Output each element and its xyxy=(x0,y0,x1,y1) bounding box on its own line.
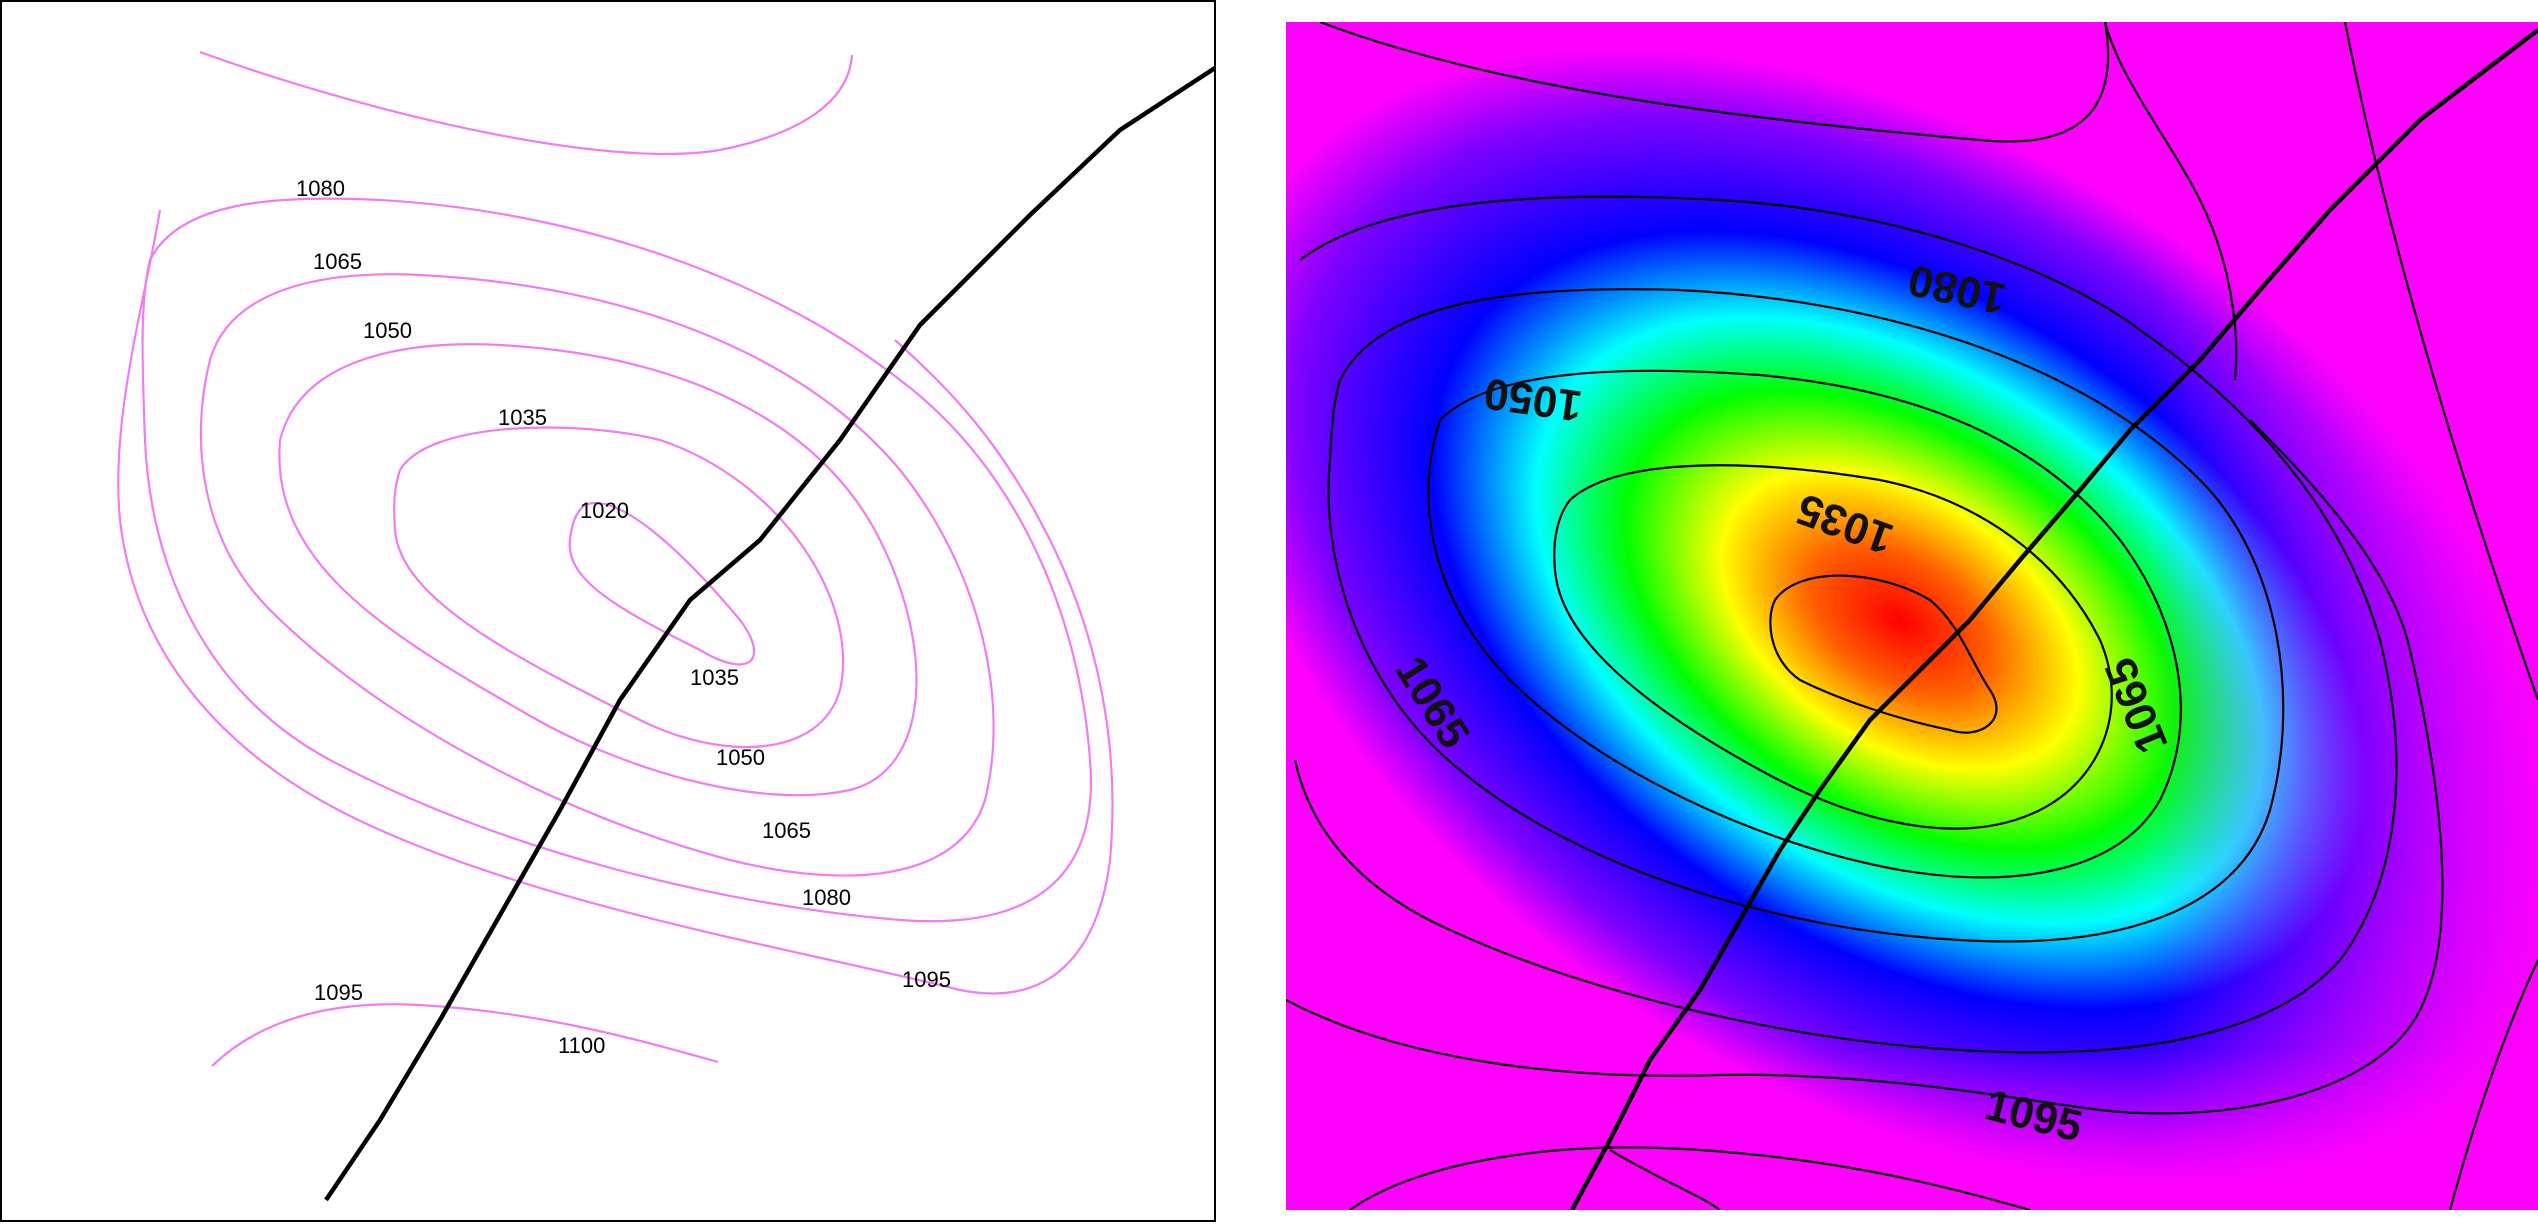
contour-1035 xyxy=(393,426,845,749)
left-panel-frame xyxy=(0,0,1216,1222)
right-contour-outer-vertical xyxy=(2103,22,2238,381)
heatmap-corner-shade xyxy=(2150,22,2538,1210)
contour-top-arc xyxy=(199,50,854,156)
right-trajectory-line xyxy=(1570,28,2538,1210)
right-heatmap-panel: 1080 1050 1035 1065 1065 1095 xyxy=(1286,22,2538,1210)
contour-1020 xyxy=(568,502,756,666)
label-1100: 1100 xyxy=(558,1033,605,1058)
right-contour-1050 xyxy=(1427,369,2182,879)
left-trajectory-line xyxy=(324,66,1217,1202)
right-contour-1035 xyxy=(1553,464,2113,830)
contour-1050 xyxy=(278,343,918,797)
label-1095-a: 1095 xyxy=(314,980,363,1005)
right-contour-1095 xyxy=(1286,419,2444,1115)
label-1095-b: 1095 xyxy=(902,967,951,992)
label-1050-a: 1050 xyxy=(363,318,412,343)
right-contour-bottom-2 xyxy=(1609,1149,1721,1210)
label-1065-a: 1065 xyxy=(313,249,362,274)
left-contour-lines xyxy=(117,50,1114,1067)
right-contour-core xyxy=(1769,574,1998,734)
label-1050-b: 1050 xyxy=(716,745,765,770)
label-1020: 1020 xyxy=(580,498,629,523)
contour-1080 xyxy=(141,197,1093,923)
right-contour-outer-top xyxy=(1319,22,2110,143)
left-contour-panel: 1020 1035 1035 1050 1050 1065 1065 1080 … xyxy=(0,0,1217,1222)
right-contour-bottom xyxy=(1349,1146,2031,1210)
label-1080-b: 1080 xyxy=(802,885,851,910)
right-contour-far-right-2 xyxy=(2448,959,2538,1210)
right-contour-far-right xyxy=(2343,22,2538,701)
label-1035-a: 1035 xyxy=(498,405,547,430)
label-1035-b: 1035 xyxy=(690,665,739,690)
right-contour-1080 xyxy=(1293,195,2398,1054)
contour-1065 xyxy=(199,273,995,877)
contour-1095 xyxy=(117,209,1114,995)
label-1080-a: 1080 xyxy=(296,176,345,201)
right-contour-lines xyxy=(1286,22,2538,1210)
heatmap-bottom-shade xyxy=(1286,1050,2538,1210)
label-1065-b: 1065 xyxy=(762,818,811,843)
left-contour-labels: 1020 1035 1035 1050 1050 1065 1065 1080 … xyxy=(296,176,951,1058)
right-contour-1065 xyxy=(1327,288,2285,943)
contour-1100 xyxy=(211,1003,719,1067)
